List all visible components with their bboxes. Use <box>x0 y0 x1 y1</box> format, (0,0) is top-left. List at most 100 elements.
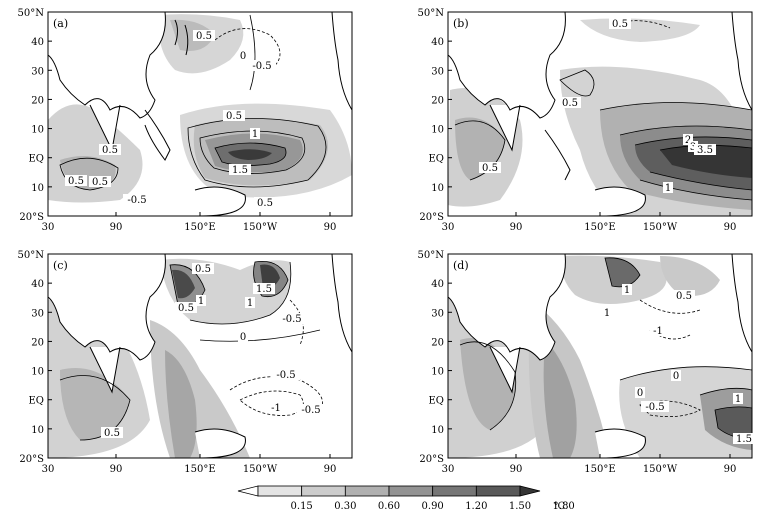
contour-label-bg <box>245 297 255 308</box>
y-tick-label: EQ <box>429 154 445 165</box>
x-tick-label: 150°E <box>584 464 615 475</box>
x-tick-label: 90 <box>724 464 737 475</box>
contour-label-bg <box>223 110 245 121</box>
contour-label: 0.5 <box>612 19 628 30</box>
y-tick-label: 20°S <box>19 454 44 465</box>
y-tick-label: 10 <box>431 183 444 194</box>
contour-label: 0 <box>673 371 679 382</box>
contour-label-bg <box>238 50 248 61</box>
contour-label: -0.5 <box>127 195 146 206</box>
y-tick-label: 10 <box>31 367 44 378</box>
contour-label-bg <box>694 144 716 155</box>
contour-label: 1 <box>198 296 204 307</box>
colorbar-tick-label: 1.80 <box>553 501 575 512</box>
x-tick-label: 30 <box>42 222 55 233</box>
y-tick-label: 30 <box>31 308 44 319</box>
y-tick-label: 20°S <box>19 212 44 223</box>
y-tick-label: EQ <box>29 154 45 165</box>
y-tick-label: 40 <box>31 279 44 290</box>
contour-label: 0.5 <box>104 428 120 439</box>
contour-label-bg <box>733 393 743 404</box>
contour-label: 2 <box>685 135 691 146</box>
contour-label: 3 <box>690 142 696 153</box>
contour-label-bg <box>650 325 666 336</box>
contour-label-bg <box>229 164 251 175</box>
colorbar-segment <box>432 485 477 497</box>
contour-label: 0.5 <box>68 176 84 187</box>
y-tick-label: 50°N <box>418 250 445 261</box>
panel-label: (d) <box>453 259 469 272</box>
contour-label: 0 <box>240 51 246 62</box>
contour-label-bg <box>278 313 306 324</box>
y-tick-label: 50°N <box>418 8 445 19</box>
panel-a-field <box>48 12 352 216</box>
contour-label-bg <box>238 331 248 342</box>
y-tick-label: 40 <box>431 279 444 290</box>
colorbar-segment <box>475 485 521 497</box>
x-tick-label: 150°W <box>243 222 278 233</box>
y-tick-label: 10 <box>431 367 444 378</box>
contour-label: -0.5 <box>252 61 271 72</box>
x-tick-label: 90 <box>110 222 123 233</box>
colorbar-segment <box>344 485 390 497</box>
x-tick-label: 150°W <box>643 464 678 475</box>
contour-label: 1 <box>252 129 258 140</box>
y-tick-label: 10 <box>31 425 44 436</box>
y-tick-label: 50°N <box>18 8 45 19</box>
contour-label-bg <box>609 18 631 29</box>
y-tick-label: 30 <box>431 308 444 319</box>
y-tick-label: 10 <box>431 425 444 436</box>
contour-label-bg <box>254 197 276 208</box>
contour-label-bg <box>559 97 581 108</box>
x-tick-label: 90 <box>324 464 337 475</box>
y-tick-label: 40 <box>431 37 444 48</box>
contour-label: -0.5 <box>301 405 320 416</box>
panel-label: (c) <box>53 259 68 272</box>
contour-label: 0.5 <box>195 264 211 275</box>
x-tick-label: 90 <box>324 222 337 233</box>
x-tick-label: 30 <box>442 222 455 233</box>
contour-labels: 0.50-0.50.511.50.50.5 0.50.5-0.50.50.523 3… <box>65 18 755 445</box>
x-tick-label: 90 <box>110 464 123 475</box>
y-tick-label: EQ <box>429 396 445 407</box>
contour-label-bg <box>671 370 681 381</box>
contour-label: 0.5 <box>257 198 273 209</box>
panel-b: (b) <box>447 11 753 217</box>
contour-label: 1 <box>604 308 610 319</box>
contour-label-bg <box>101 427 123 438</box>
x-tick-label: 90 <box>510 464 523 475</box>
contour-label-bg <box>123 194 151 205</box>
contour-label: 0.5 <box>102 145 118 156</box>
contour-label-bg <box>622 284 632 295</box>
contour-label: 3.5 <box>697 145 713 156</box>
y-tick-label: 20 <box>31 95 44 106</box>
contour-label-bg <box>192 263 214 274</box>
colorbar-segment <box>301 485 346 497</box>
contour-label-bg <box>253 283 275 294</box>
colorbar-tick-label: 1.50 <box>509 501 531 512</box>
contour-label: 1.5 <box>232 165 248 176</box>
contour-label-bg <box>688 141 698 152</box>
contour-label-bg <box>196 295 206 306</box>
contour-label-bg <box>297 404 325 415</box>
contour-label: 0 <box>240 332 246 343</box>
y-tick-label: EQ <box>29 396 45 407</box>
contour-label-bg <box>268 402 284 413</box>
colorbar-tick-label: 0.60 <box>378 501 400 512</box>
colorbar-tick-label: 1.20 <box>465 501 487 512</box>
contour-label: 0.5 <box>196 31 212 42</box>
contour-label: 0 <box>637 388 643 399</box>
y-tick-label: 20°S <box>419 212 444 223</box>
x-tick-label: 150°W <box>643 222 678 233</box>
y-tick-label: 20 <box>431 95 444 106</box>
contour-label: 1 <box>624 285 630 296</box>
x-tick-label: 90 <box>724 222 737 233</box>
contour-label: 0.5 <box>482 163 498 174</box>
contour-label: 0.5 <box>178 303 194 314</box>
contour-label-bg <box>602 307 612 318</box>
panel-label: (a) <box>53 17 68 30</box>
y-tick-label: 10 <box>31 125 44 136</box>
colorbar: 0.15 0.30 0.60 0.90 1.20 1.50 1.80℃ <box>237 485 575 512</box>
contour-label-bg <box>635 387 645 398</box>
